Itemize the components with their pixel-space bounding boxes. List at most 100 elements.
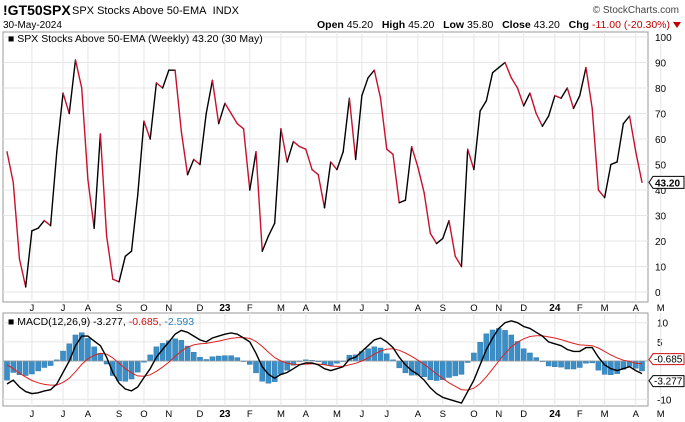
price-segment xyxy=(74,59,83,89)
price-segment xyxy=(498,61,506,69)
price-segment xyxy=(448,219,456,257)
macd-x-tick-label: O xyxy=(470,409,477,420)
histogram-bar xyxy=(116,360,122,382)
description-text: SPX Stocks Above 50-EMA xyxy=(72,5,207,17)
histogram-bar xyxy=(452,360,458,377)
x-tick-label: N xyxy=(165,303,172,314)
price-segment xyxy=(236,122,245,130)
x-tick-label: 24 xyxy=(549,303,561,314)
histogram-bar xyxy=(222,355,228,362)
macd-x-tick-label: A xyxy=(85,409,92,420)
price-segment xyxy=(81,87,89,181)
change-value: -11.00 (-20.30%) xyxy=(591,19,670,31)
price-segment xyxy=(305,148,313,171)
macd-panel: -10-50510JJASOND23FMAMJJASOND24FMAM■ MAC… xyxy=(2,312,685,420)
macd-x-tick-label: M xyxy=(277,409,285,420)
macd-x-tick-label: D xyxy=(197,409,204,420)
price-segment xyxy=(510,77,519,89)
price-segment xyxy=(118,255,126,283)
price-segment xyxy=(112,278,120,283)
price-segment xyxy=(566,87,575,110)
quote-date: 30-May-2024 xyxy=(3,20,62,31)
histogram-bar xyxy=(496,328,502,362)
price-segment xyxy=(516,87,525,107)
price-segment xyxy=(24,230,33,288)
price-segment xyxy=(354,94,363,161)
price-segment xyxy=(410,145,419,168)
down-arrow-icon xyxy=(673,22,681,29)
price-segment xyxy=(6,151,14,184)
price-segment xyxy=(137,120,145,196)
macd-x-tick-label: N xyxy=(495,409,502,420)
macd-x-tick-label: N xyxy=(165,409,172,420)
price-segment xyxy=(286,140,295,163)
macd-x-tick-label: S xyxy=(116,409,122,420)
price-segment xyxy=(31,227,39,232)
macd-x-tick-label: J xyxy=(61,409,66,420)
histogram-bar xyxy=(228,355,234,362)
last-value-tag xyxy=(648,175,685,189)
x-tick-label: F xyxy=(577,303,583,314)
x-tick-label: D xyxy=(197,303,204,314)
price-segment xyxy=(479,100,488,112)
brand-watermark: © StockCharts.com xyxy=(592,5,679,16)
price-segment xyxy=(367,69,376,79)
x-tick-label: O xyxy=(470,303,477,314)
price-segment xyxy=(230,112,239,125)
macd-x-tick-label: A xyxy=(415,409,422,420)
macd-panel-frame xyxy=(2,312,649,407)
histogram-bar xyxy=(527,352,533,362)
macd-value-tag xyxy=(648,375,685,388)
x-tick-label: 23 xyxy=(219,303,231,314)
price-segment xyxy=(99,133,108,237)
macd-x-tick-label: F xyxy=(577,409,583,420)
y-tick-label: 0 xyxy=(655,288,661,299)
x-tick-label: S xyxy=(116,303,122,314)
price-segment xyxy=(585,66,593,110)
price-segment xyxy=(330,161,338,171)
y-tick-label: 100 xyxy=(655,33,672,44)
macd-x-tick-label: J xyxy=(384,409,389,420)
price-segment xyxy=(348,97,357,161)
price-segment xyxy=(560,87,568,99)
open-value: 45.20 xyxy=(346,19,374,31)
price-segment xyxy=(635,151,643,184)
price-segment xyxy=(423,191,432,235)
price-panel-frame xyxy=(2,31,649,303)
histogram-bar xyxy=(477,342,483,362)
x-tick-label: N xyxy=(495,303,502,314)
macd-x-tick-label: J xyxy=(359,409,364,420)
price-segment xyxy=(149,82,158,140)
histogram-bar xyxy=(134,360,141,373)
signal-line xyxy=(6,335,643,391)
x-tick-label: J xyxy=(61,303,66,314)
price-segment xyxy=(68,59,77,115)
price-segment xyxy=(205,79,214,115)
price-segment xyxy=(473,110,481,171)
price-segment xyxy=(174,69,183,133)
price-segment xyxy=(398,199,407,204)
histogram-bar xyxy=(147,354,153,362)
price-segment xyxy=(93,133,102,229)
price-segment xyxy=(317,173,326,209)
price-segment xyxy=(130,194,139,252)
price-segment xyxy=(12,181,21,260)
symbol-label[interactable]: !GT50SPX xyxy=(3,2,71,18)
price-segment xyxy=(386,148,394,156)
price-segment xyxy=(37,219,46,229)
x-tick-label: M xyxy=(333,303,341,314)
histogram-bar xyxy=(122,360,129,382)
price-segment xyxy=(572,94,581,110)
price-segment xyxy=(224,102,232,115)
histogram-bar xyxy=(502,330,508,362)
x-tick-label: D xyxy=(520,303,527,314)
x-tick-label: A xyxy=(415,303,422,314)
x-tick-label: M xyxy=(277,303,285,314)
x-tick-label: M xyxy=(601,303,609,314)
price-segment xyxy=(622,115,631,125)
histogram-bar xyxy=(35,360,41,372)
price-segment xyxy=(199,112,207,166)
macd-y-tick-label: 5 xyxy=(657,338,663,349)
histogram-bar xyxy=(514,341,521,362)
price-segment xyxy=(485,71,494,102)
